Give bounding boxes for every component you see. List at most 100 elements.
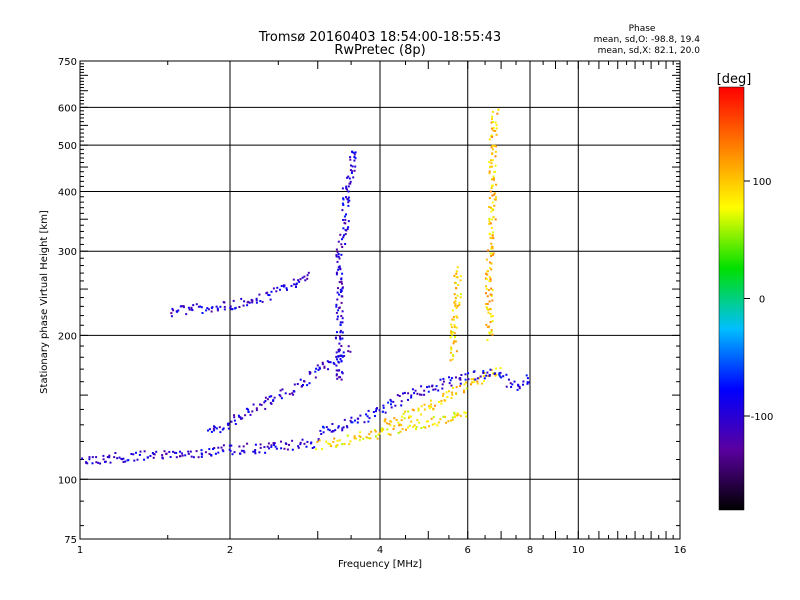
data-point <box>285 287 288 290</box>
data-point <box>476 377 479 380</box>
data-point <box>210 307 213 310</box>
data-point <box>400 404 403 407</box>
data-point <box>316 364 319 367</box>
data-point <box>493 198 496 201</box>
data-point <box>195 450 198 453</box>
data-point <box>496 112 499 115</box>
data-point <box>353 169 356 172</box>
data-point <box>353 159 356 162</box>
data-point <box>490 206 492 209</box>
data-point <box>230 420 233 423</box>
data-point <box>189 450 192 453</box>
data-point <box>418 421 421 424</box>
data-point <box>481 382 484 385</box>
data-point <box>492 216 495 219</box>
data-point <box>455 315 458 318</box>
data-point <box>350 421 353 424</box>
data-point <box>494 150 497 153</box>
data-point <box>456 276 459 279</box>
data-point <box>493 170 496 173</box>
data-point <box>388 422 391 425</box>
data-point <box>346 176 349 179</box>
data-point <box>255 409 258 412</box>
data-point <box>451 418 454 421</box>
data-point <box>299 278 302 281</box>
data-point <box>303 380 306 383</box>
data-point <box>255 301 258 304</box>
data-point <box>347 345 350 348</box>
data-point <box>495 124 498 127</box>
data-point <box>488 197 491 200</box>
data-point <box>346 228 349 230</box>
data-point <box>459 275 462 278</box>
data-point <box>346 188 348 191</box>
data-point <box>365 413 368 416</box>
data-point <box>395 418 398 421</box>
data-point <box>344 218 347 221</box>
data-point <box>102 454 105 457</box>
data-point <box>489 308 492 311</box>
data-point <box>464 411 467 414</box>
data-point <box>307 271 310 274</box>
data-point <box>343 215 346 218</box>
data-point <box>347 185 350 188</box>
data-point <box>212 427 215 430</box>
data-point <box>358 439 361 442</box>
data-point <box>392 400 395 403</box>
data-point <box>214 452 217 455</box>
data-point <box>382 406 385 409</box>
data-point <box>486 273 489 276</box>
data-point <box>354 157 357 160</box>
data-point <box>490 295 493 297</box>
data-point <box>489 261 492 264</box>
data-point <box>439 418 442 421</box>
data-point <box>455 270 458 273</box>
data-point <box>437 389 440 392</box>
data-point <box>494 121 497 124</box>
data-point <box>492 126 495 129</box>
data-point <box>491 178 493 181</box>
data-point <box>454 297 457 300</box>
data-point <box>270 444 273 447</box>
data-point <box>214 426 217 429</box>
data-point <box>342 426 345 429</box>
data-point <box>491 208 494 210</box>
data-point <box>399 430 402 433</box>
chart-title: Tromsø 20160403 18:54:00-18:55:43 <box>258 30 501 45</box>
data-point <box>381 410 384 413</box>
data-point <box>338 257 341 260</box>
data-point <box>264 400 267 402</box>
data-point <box>347 190 350 193</box>
data-point <box>337 255 340 258</box>
data-point <box>442 394 444 397</box>
data-point <box>180 305 183 308</box>
y-tick-label: 300 <box>58 247 77 258</box>
data-point <box>486 326 489 329</box>
data-point <box>341 287 344 290</box>
data-point <box>108 454 111 457</box>
data-point <box>297 279 300 282</box>
data-point <box>254 443 257 446</box>
data-point <box>407 426 410 429</box>
data-point <box>493 192 496 195</box>
data-point <box>127 459 130 462</box>
data-point <box>434 404 437 407</box>
data-point <box>118 456 121 459</box>
data-point <box>337 268 340 271</box>
data-point <box>345 425 348 428</box>
data-point <box>509 382 512 385</box>
data-point <box>353 153 356 156</box>
data-point <box>400 400 403 403</box>
data-point <box>319 429 322 432</box>
data-point <box>428 407 431 410</box>
data-point <box>486 307 489 310</box>
data-point <box>486 270 489 273</box>
data-point <box>459 385 462 387</box>
data-point <box>497 108 500 111</box>
data-point <box>490 165 493 168</box>
data-point <box>335 351 338 354</box>
data-point <box>320 433 323 435</box>
data-point <box>233 419 236 422</box>
data-point <box>490 237 493 240</box>
data-point <box>187 306 190 309</box>
